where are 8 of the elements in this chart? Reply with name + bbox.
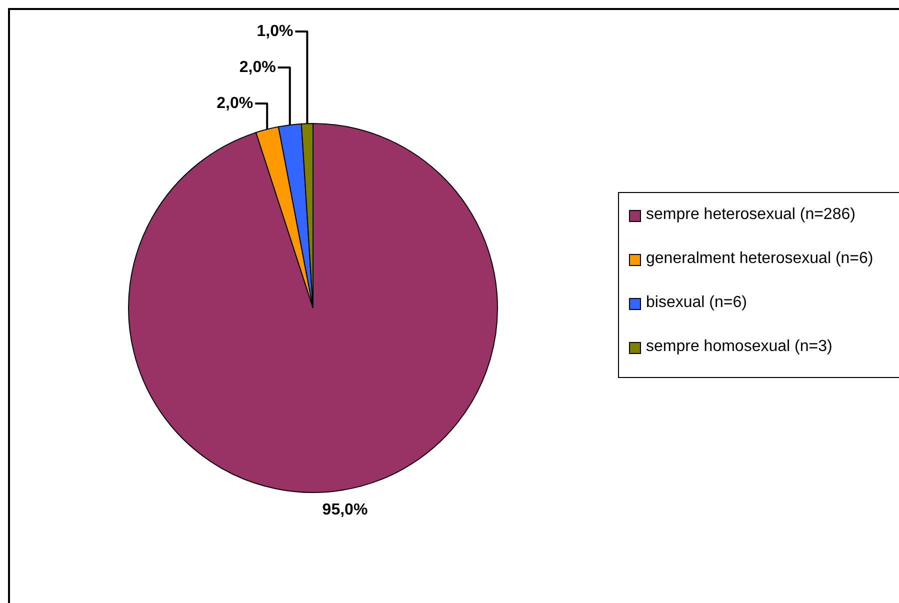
legend-label: sempre homosexual (n=3) <box>646 337 832 357</box>
legend-label: sempre heterosexual (n=286) <box>646 205 856 225</box>
legend-label: generalment heterosexual (n=6) <box>646 249 874 269</box>
legend-label: bisexual (n=6) <box>646 293 747 313</box>
data-label: 1,0% <box>256 22 294 40</box>
data-label: 2,0% <box>239 58 276 76</box>
data-label: 2,0% <box>216 94 254 112</box>
data-label: 95,0% <box>322 501 368 518</box>
